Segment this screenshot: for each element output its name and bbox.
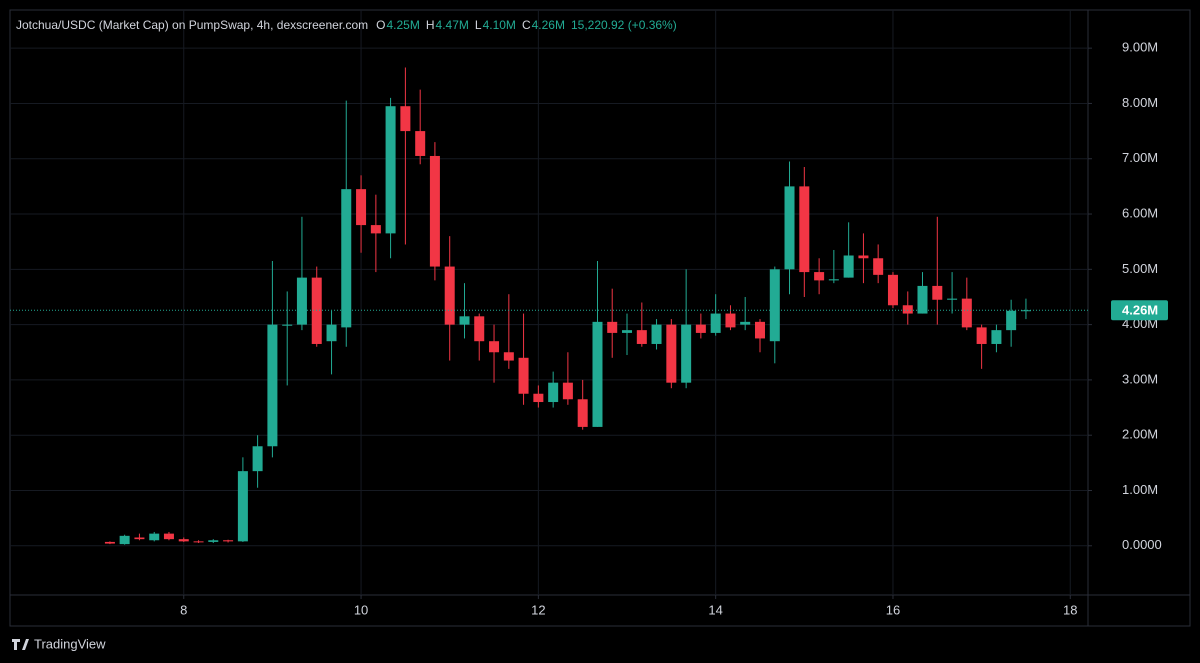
candle-body	[1006, 310, 1017, 331]
candle-body	[947, 298, 958, 300]
candle-body	[828, 279, 839, 281]
change: 15,220.92 (+0.36%)	[571, 18, 677, 32]
candle-body	[740, 321, 751, 325]
ohlc-key: H	[426, 18, 435, 32]
ohlc-key: C	[522, 18, 531, 32]
candle-body	[961, 298, 972, 328]
candle-body	[267, 324, 278, 447]
ohlc-value: 4.10M	[483, 18, 516, 32]
ohlc-key: L	[475, 18, 482, 32]
candle-body	[843, 255, 854, 278]
candle-body	[799, 186, 810, 273]
candle-body	[415, 131, 426, 156]
candles	[10, 67, 1088, 545]
candle-body	[1020, 310, 1031, 312]
ohlc-value: 4.26M	[532, 18, 565, 32]
candle-body	[193, 541, 204, 543]
axes: 0.00001.00M2.00M3.00M4.00M5.00M6.00M7.00…	[180, 40, 1168, 617]
x-tick-label: 16	[886, 602, 900, 617]
frame	[9, 9, 1191, 627]
header: Jotchua/USDC (Market Cap) on PumpSwap, 4…	[16, 18, 677, 32]
candle-body	[163, 533, 174, 540]
candle-body	[769, 269, 780, 342]
candle-body	[651, 324, 662, 344]
candle-body	[754, 321, 765, 339]
candle-body	[237, 471, 248, 542]
candle-body	[548, 382, 559, 403]
candle-body	[533, 393, 544, 403]
grid	[10, 10, 1088, 595]
y-tick-label: 3.00M	[1122, 371, 1158, 386]
brand-name: TradingView	[34, 636, 106, 651]
candle-body	[562, 382, 573, 400]
candle-body	[282, 324, 293, 326]
candle-body	[887, 274, 898, 306]
candle-body	[223, 540, 234, 542]
candle-body	[119, 535, 130, 545]
candle-body	[636, 330, 647, 344]
candle-body	[149, 533, 160, 541]
candle-body	[991, 330, 1002, 344]
candle-body	[710, 313, 721, 333]
candle-body	[474, 316, 485, 342]
y-tick-label: 0.0000	[1122, 537, 1162, 552]
x-tick-label: 12	[531, 602, 545, 617]
candle-body	[622, 330, 633, 333]
candle-body	[252, 446, 263, 472]
x-tick-label: 14	[708, 602, 722, 617]
candle-body	[400, 106, 411, 132]
candle-body	[607, 321, 618, 333]
brand-logo	[12, 639, 29, 650]
candle-body	[178, 539, 189, 542]
ohlc-key: O	[376, 18, 385, 32]
y-tick-label: 7.00M	[1122, 150, 1158, 165]
y-tick-label: 9.00M	[1122, 40, 1158, 55]
candle-body	[577, 399, 588, 427]
candle-body	[695, 324, 706, 333]
y-tick-label: 8.00M	[1122, 95, 1158, 110]
last-price-box	[1111, 300, 1168, 321]
candle-body	[356, 189, 367, 226]
candle-body	[503, 352, 514, 361]
candle-body	[592, 321, 603, 427]
candle-body	[489, 341, 500, 353]
candle-body	[932, 285, 943, 300]
y-tick-label: 6.00M	[1122, 205, 1158, 220]
candle-body	[341, 189, 352, 328]
y-tick-label: 1.00M	[1122, 482, 1158, 497]
candle-body	[666, 324, 677, 383]
candle-body	[208, 540, 219, 542]
candle-body	[681, 324, 692, 383]
candle-body	[784, 186, 795, 270]
brand: TradingView	[12, 636, 106, 651]
ohlc-value: 4.25M	[387, 18, 420, 32]
x-tick-label: 18	[1063, 602, 1077, 617]
candle-body	[370, 225, 381, 234]
candle-body	[296, 277, 307, 325]
candle-body	[814, 272, 825, 281]
candle-body	[326, 324, 337, 342]
candle-body	[459, 316, 470, 325]
candle-body	[917, 285, 928, 314]
last-price-label: 4.26M	[1122, 303, 1158, 318]
candle-body	[976, 327, 987, 344]
y-tick-label: 2.00M	[1122, 427, 1158, 442]
y-tick-label: 5.00M	[1122, 261, 1158, 276]
candle-body	[873, 258, 884, 275]
x-tick-label: 8	[180, 602, 187, 617]
header-title: Jotchua/USDC (Market Cap) on PumpSwap, 4…	[16, 18, 368, 32]
candle-body	[311, 277, 322, 344]
candle-body	[429, 155, 440, 267]
candle-body	[134, 537, 145, 540]
candle-body	[444, 266, 455, 325]
candle-body	[104, 541, 115, 544]
ohlc-value: 4.47M	[436, 18, 469, 32]
candle-body	[725, 313, 736, 328]
x-tick-label: 10	[354, 602, 368, 617]
candle-body	[858, 255, 869, 259]
candle-body	[385, 106, 396, 234]
candle-body	[902, 305, 913, 314]
candle-body	[518, 357, 529, 394]
